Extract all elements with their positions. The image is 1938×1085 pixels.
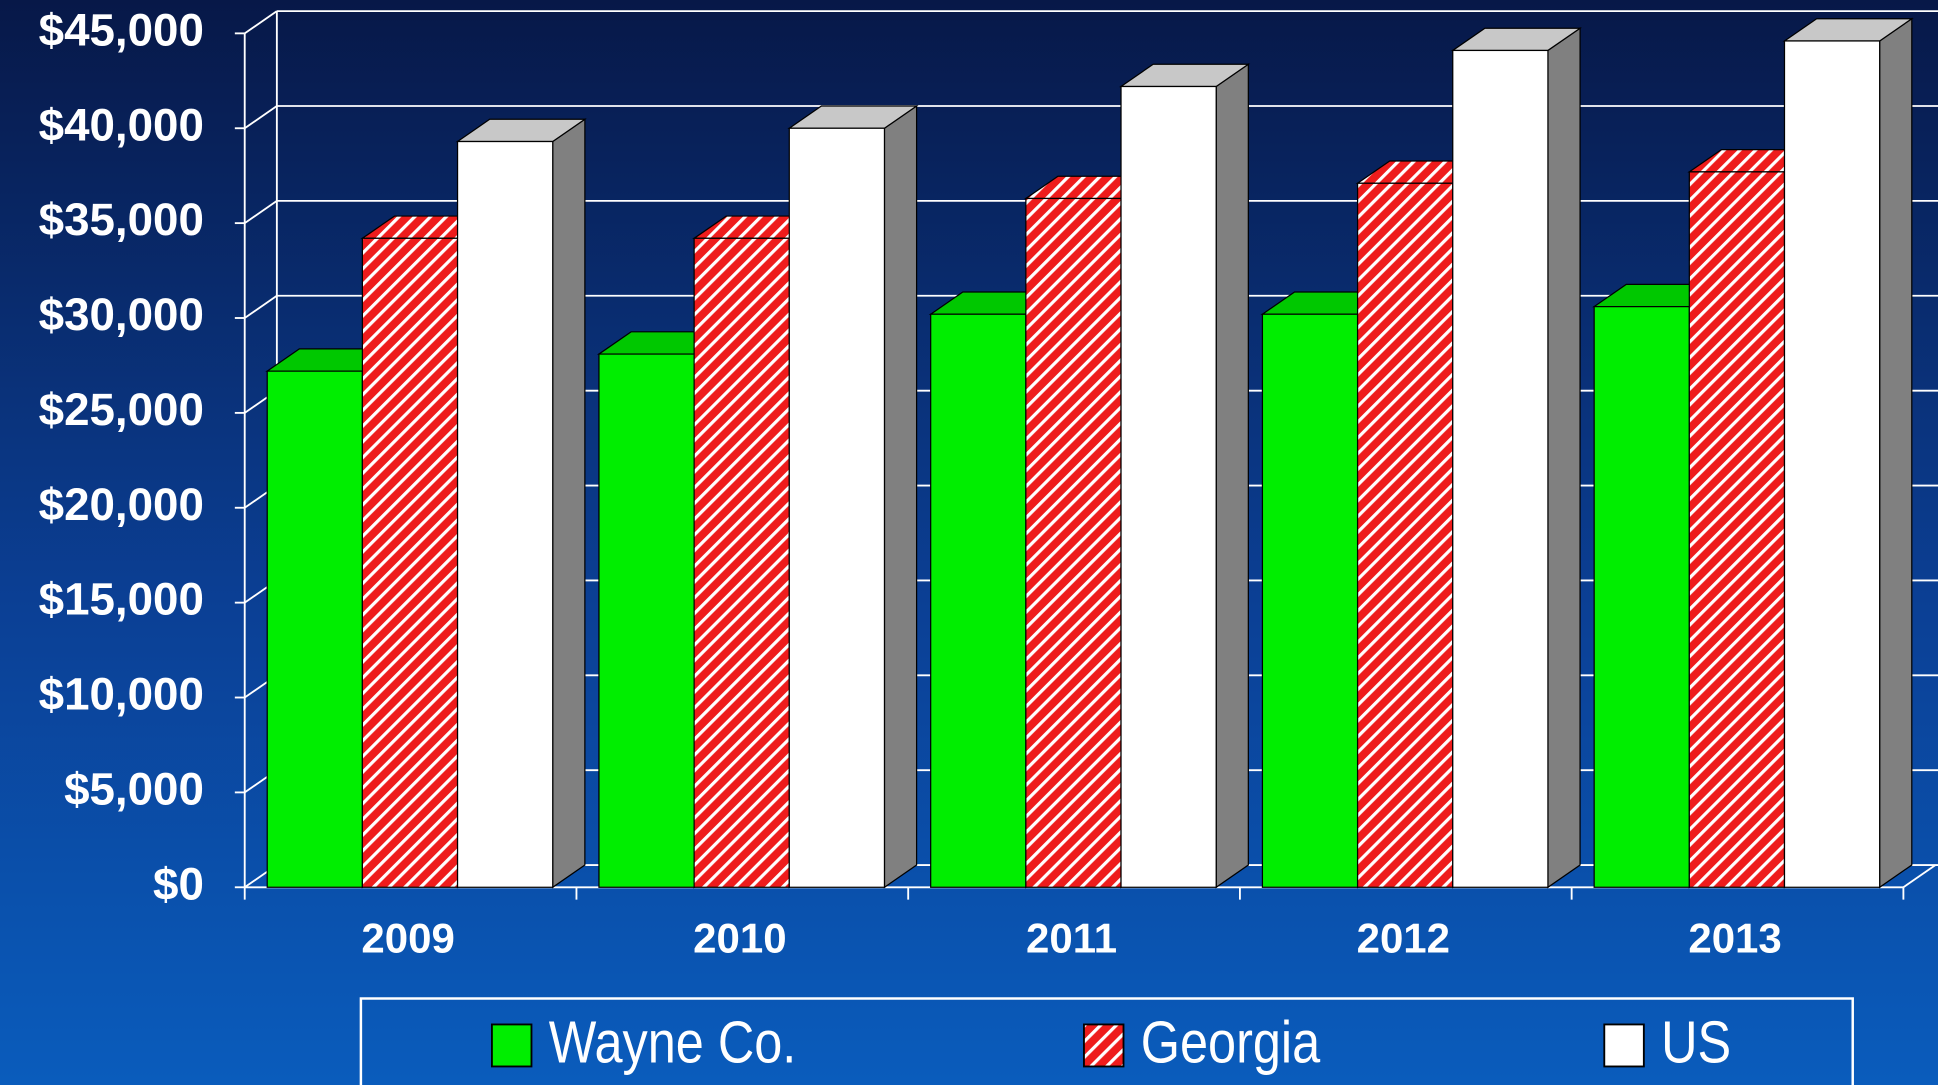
legend-box [359,997,1854,1085]
legend-swatch [1603,1023,1645,1068]
bar [456,140,554,888]
grid-line [244,294,278,319]
bar-side [552,118,586,889]
legend-label: Georgia [1141,1008,1321,1075]
x-tick-label: 2010 [693,915,786,962]
bar [1356,182,1454,888]
bar [1593,305,1690,888]
legend-label: Wayne Co. [549,1008,797,1075]
floor-edge [1902,864,1937,889]
bar [1783,40,1881,888]
x-tick-label: 2011 [1026,915,1117,962]
grid-line [244,10,278,35]
grid-line [244,105,278,130]
x-tick-label: 2012 [1357,915,1450,962]
legend-swatch [490,1023,533,1068]
bar [1025,197,1122,888]
y-tick-label: $40,000 [39,99,204,150]
y-tick-label: $25,000 [39,384,204,435]
y-tick-label: $15,000 [39,574,204,625]
bar [930,313,1027,888]
bar-side [1547,27,1581,889]
x-tick-label: 2009 [361,915,454,962]
y-tick-label: $35,000 [39,194,204,245]
bar [1688,171,1786,888]
bar [1261,313,1359,888]
bar [598,353,695,888]
y-tick-label: $30,000 [39,289,204,340]
y-tick-label: $5,000 [64,763,204,814]
y-tick-label: $45,000 [39,4,204,55]
bar [1452,49,1549,888]
bar-side [1215,63,1249,889]
bar [693,237,790,888]
bar [266,370,364,888]
bar [788,127,886,888]
y-tick-label: $20,000 [39,479,204,530]
legend-swatch [1083,1023,1125,1068]
bar-side [1879,17,1913,889]
bar [361,237,459,888]
legend-label: US [1661,1008,1731,1075]
y-tick-label: $10,000 [39,669,204,720]
grid-line [244,200,278,224]
y-tick-label: $0 [153,858,204,909]
bar-side [883,104,918,889]
bar [1120,85,1217,888]
x-tick-label: 2013 [1688,915,1781,962]
